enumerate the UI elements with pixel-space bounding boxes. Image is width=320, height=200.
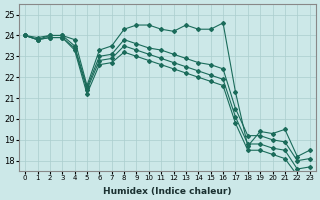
X-axis label: Humidex (Indice chaleur): Humidex (Indice chaleur) (103, 187, 232, 196)
